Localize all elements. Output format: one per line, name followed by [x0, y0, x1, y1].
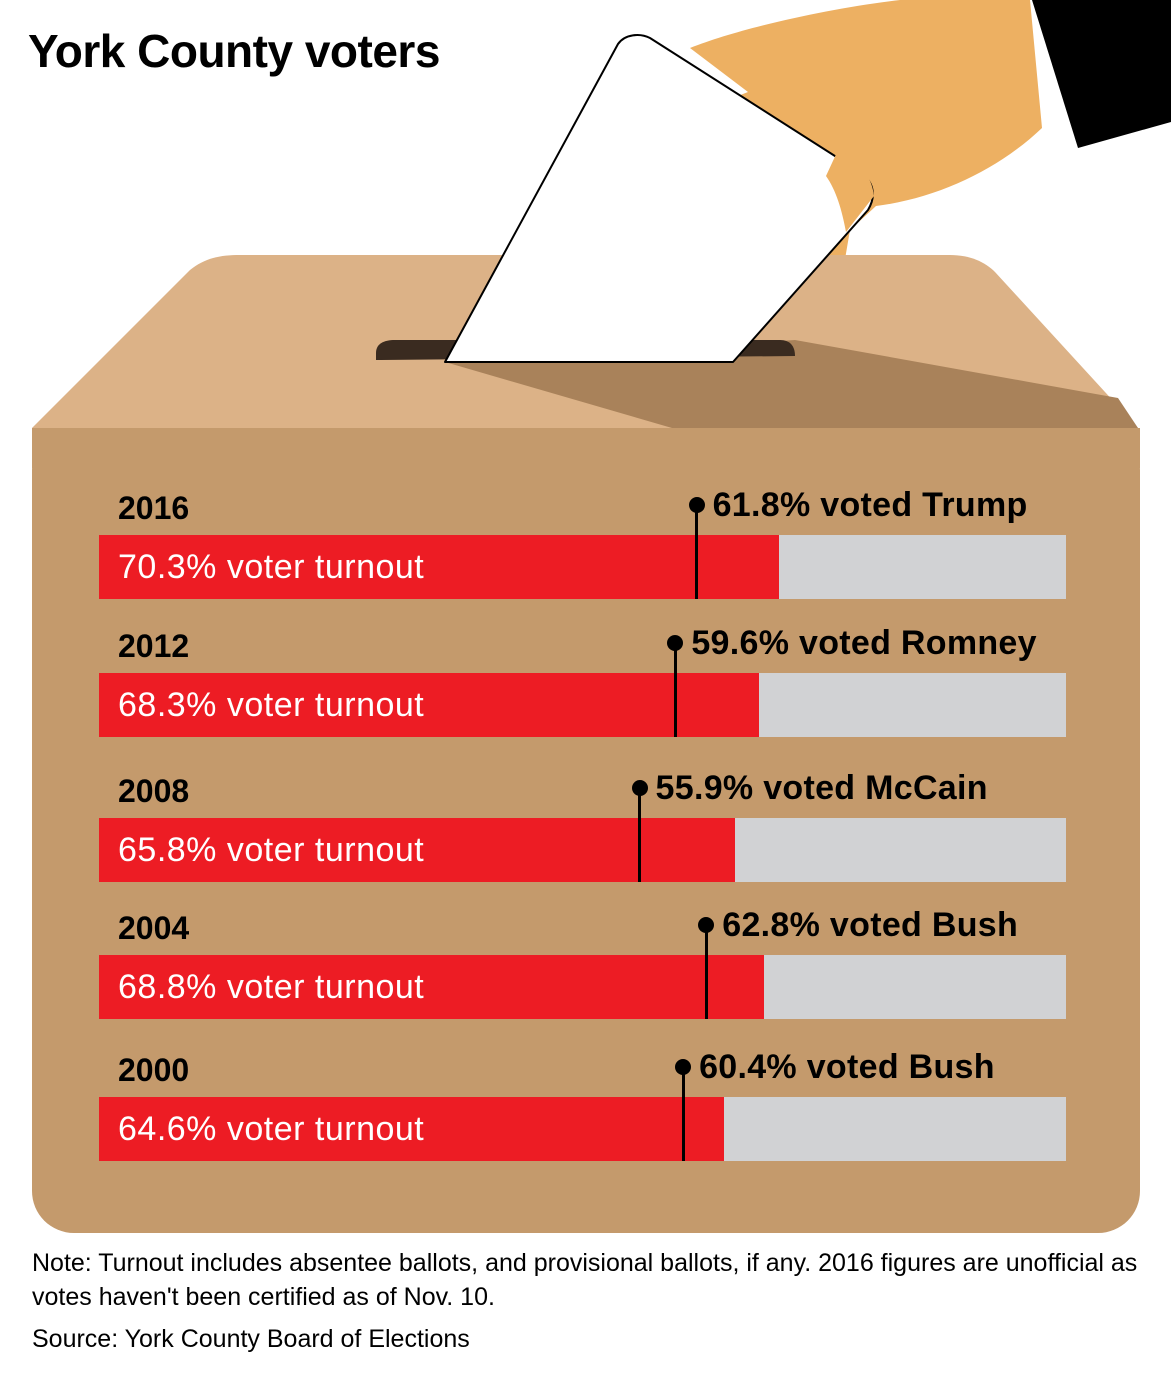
year-label: 2012 — [118, 628, 190, 664]
chart-row-2016: 2016 70.3% voter turnout 61.8% voted Trump — [0, 486, 1171, 650]
sleeve-shape — [1032, 0, 1171, 148]
bar-track — [99, 955, 1066, 1019]
winner-label: 62.8% voted Bush — [722, 906, 1019, 944]
turnout-label: 70.3% voter turnout — [118, 548, 425, 586]
chart-row-2004: 2004 68.8% voter turnout 62.8% voted Bush — [0, 906, 1171, 1070]
chart-title: York County voters — [28, 25, 440, 77]
year-label: 2016 — [118, 490, 190, 526]
turnout-label: 68.3% voter turnout — [118, 686, 425, 724]
winner-label: 61.8% voted Trump — [712, 486, 1028, 524]
winner-marker-dot — [631, 780, 648, 796]
winner-marker-dot — [675, 1059, 692, 1075]
chart-row-2000: 2000 64.6% voter turnout 60.4% voted Bush — [0, 1048, 1171, 1212]
turnout-label: 68.8% voter turnout — [118, 968, 425, 1006]
winner-label: 55.9% voted McCain — [655, 769, 988, 807]
winner-label: 60.4% voted Bush — [699, 1048, 995, 1086]
winner-marker-dot — [667, 635, 684, 651]
winner-marker-line — [704, 924, 708, 1019]
winner-marker-dot — [698, 917, 715, 933]
year-label: 2008 — [118, 773, 190, 809]
turnout-bar — [99, 818, 736, 882]
turnout-bar — [99, 1097, 724, 1161]
turnout-bar — [99, 955, 765, 1019]
winner-marker-line — [673, 642, 677, 737]
winner-marker-dot — [688, 497, 705, 513]
hand-finger — [826, 150, 874, 232]
winner-marker-line — [638, 787, 642, 882]
bar-track — [99, 1097, 1066, 1161]
turnout-label: 65.8% voter turnout — [118, 831, 425, 869]
chart-source: Source: York County Board of Elections — [32, 1325, 470, 1353]
chart-note: Note: Turnout includes absentee ballots,… — [32, 1249, 1138, 1311]
chart-row-2012: 2012 68.3% voter turnout 59.6% voted Romne… — [0, 624, 1171, 788]
winner-marker-line — [695, 504, 699, 599]
year-label: 2000 — [118, 1052, 190, 1088]
winner-marker-line — [681, 1066, 685, 1161]
year-label: 2004 — [118, 910, 190, 946]
chart-row-2008: 2008 65.8% voter turnout 55.9% voted McCai… — [0, 769, 1171, 933]
bar-track — [99, 818, 1066, 882]
turnout-label: 64.6% voter turnout — [118, 1110, 425, 1148]
turnout-bar — [99, 673, 760, 737]
turnout-bar — [99, 535, 779, 599]
winner-label: 59.6% voted Romney — [691, 624, 1037, 662]
bar-track — [99, 673, 1066, 737]
bar-track — [99, 535, 1066, 599]
